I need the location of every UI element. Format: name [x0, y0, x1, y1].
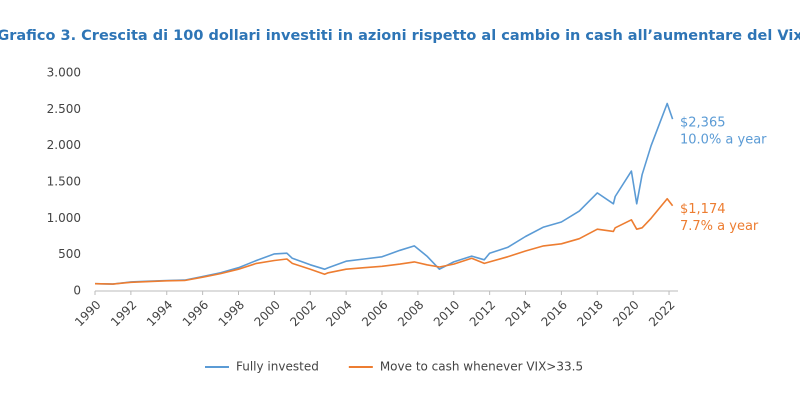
x-tick-label: 1998	[216, 298, 247, 329]
annotation: 7.7% a year	[680, 219, 759, 234]
x-tick-label: 2020	[610, 298, 641, 329]
y-tick-label: 0	[73, 284, 81, 298]
x-tick-label: 1992	[108, 298, 139, 329]
y-tick-label: 2.500	[47, 102, 81, 116]
y-tick-label: 1.500	[47, 175, 81, 189]
x-tick-label: 1994	[144, 298, 175, 329]
x-tick-label: 2016	[538, 298, 569, 329]
y-tick-label: 3.000	[47, 66, 81, 80]
series-line	[94, 197, 674, 285]
x-tick-label: 2012	[467, 298, 498, 329]
x-tick-label: 2006	[359, 298, 390, 329]
legend-label: Move to cash whenever VIX>33.5	[380, 360, 583, 374]
annotation: 10.0% a year	[680, 133, 767, 148]
x-tick-label: 2022	[646, 298, 677, 329]
x-tick-label: 2008	[395, 298, 426, 329]
legend-label: Fully invested	[236, 360, 319, 374]
x-tick-label: 1990	[72, 298, 103, 329]
x-tick-label: 1996	[180, 298, 211, 329]
series-line	[94, 102, 674, 285]
y-tick-label: 1.000	[47, 211, 81, 225]
x-tick-label: 2010	[431, 298, 462, 329]
x-tick-label: 2014	[503, 298, 534, 329]
annotation: $2,365	[680, 116, 726, 131]
x-tick-label: 2004	[323, 298, 354, 329]
y-tick-label: 500	[58, 247, 81, 261]
chart-title: Grafico 3. Crescita di 100 dollari inves…	[0, 28, 800, 44]
annotation: $1,174	[680, 202, 726, 217]
y-tick-label: 2.000	[47, 138, 81, 152]
x-tick-label: 2002	[287, 298, 318, 329]
x-tick-label: 2018	[574, 298, 605, 329]
x-tick-label: 2000	[251, 298, 282, 329]
